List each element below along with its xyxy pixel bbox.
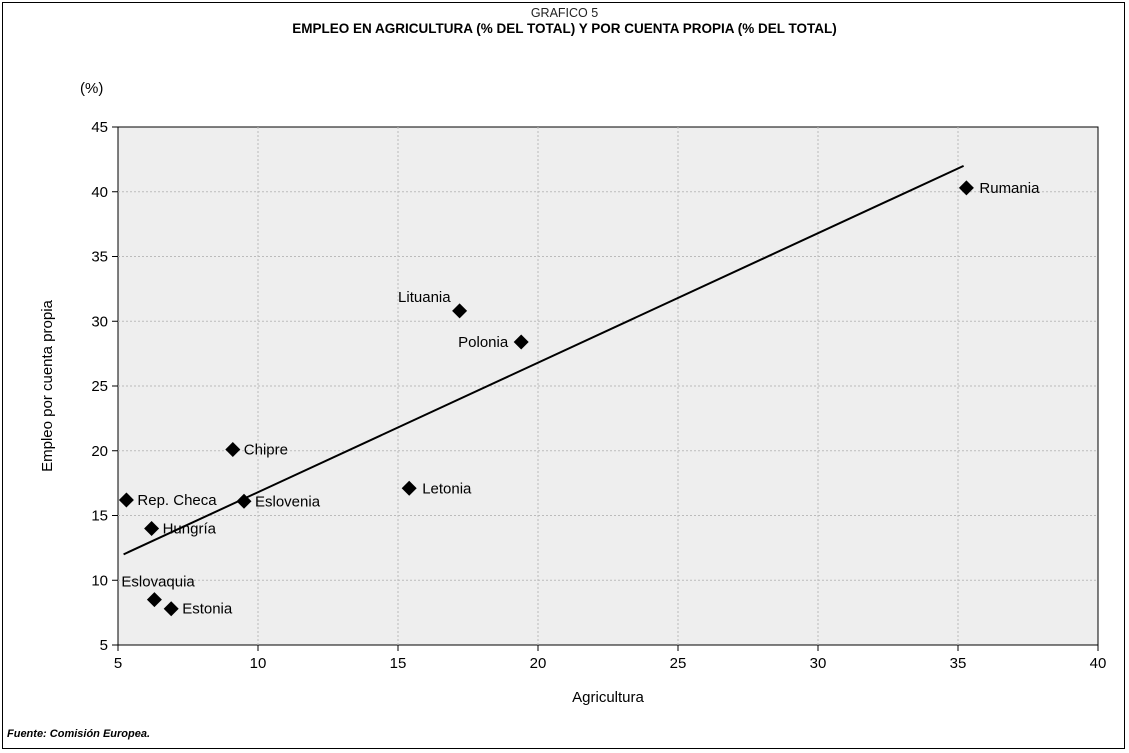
point-label: Rumania — [979, 180, 1040, 197]
y-tick-label: 40 — [91, 184, 108, 201]
y-axis-unit: (%) — [80, 80, 104, 97]
point-label: Hungría — [163, 520, 217, 537]
point-label: Polonia — [458, 334, 509, 351]
x-tick-label: 10 — [250, 655, 267, 672]
y-tick-label: 25 — [91, 378, 108, 395]
gridlines — [118, 127, 1098, 645]
x-tick-label: 20 — [530, 655, 547, 672]
x-tick-label: 40 — [1090, 655, 1107, 672]
y-tick-label: 30 — [91, 313, 108, 330]
y-tick-label: 35 — [91, 249, 108, 266]
data-point — [144, 520, 160, 536]
x-tick-label: 5 — [114, 655, 122, 672]
x-tick-label: 35 — [950, 655, 967, 672]
point-label: Chipre — [244, 441, 288, 458]
point-label: Eslovenia — [255, 493, 321, 510]
y-tick-label: 45 — [91, 119, 108, 136]
y-tick-label: 15 — [91, 508, 108, 525]
point-label: Lituania — [398, 289, 451, 306]
data-points: Rep. Checa Hungría Eslovaquia Estonia Chipre… — [118, 180, 1040, 618]
point-label: Eslovaquia — [121, 574, 195, 591]
point-label: Rep. Checa — [137, 492, 217, 509]
trendline-group — [123, 164, 965, 556]
x-tick-label: 30 — [810, 655, 827, 672]
y-tick-label: 5 — [100, 637, 108, 654]
axes: 5 10 15 20 25 30 35 40 5 10 15 20 25 30 35 40 45 — [91, 119, 1106, 672]
x-tick-label: 25 — [670, 655, 687, 672]
data-point — [225, 441, 241, 457]
y-axis-label: Empleo por cuenta propia — [39, 299, 56, 471]
x-axis-label: Agricultura — [572, 689, 644, 706]
data-point — [513, 334, 529, 350]
trendline — [123, 164, 965, 556]
data-point — [146, 592, 162, 608]
data-point — [236, 493, 252, 509]
data-point — [401, 480, 417, 496]
data-point — [958, 180, 974, 196]
data-point — [163, 601, 179, 617]
point-label: Letonia — [422, 480, 472, 497]
x-tick-label: 15 — [390, 655, 407, 672]
y-tick-label: 10 — [91, 572, 108, 589]
source-note: Fuente: Comisión Europea. — [7, 728, 151, 740]
data-point — [118, 492, 134, 508]
y-tick-label: 20 — [91, 443, 108, 460]
point-label: Estonia — [182, 601, 233, 618]
chart-title: EMPLEO EN AGRICULTURA (% DEL TOTAL) Y PO… — [292, 21, 837, 36]
chart-supertitle: GRAFICO 5 — [530, 6, 599, 20]
data-point — [452, 303, 468, 319]
